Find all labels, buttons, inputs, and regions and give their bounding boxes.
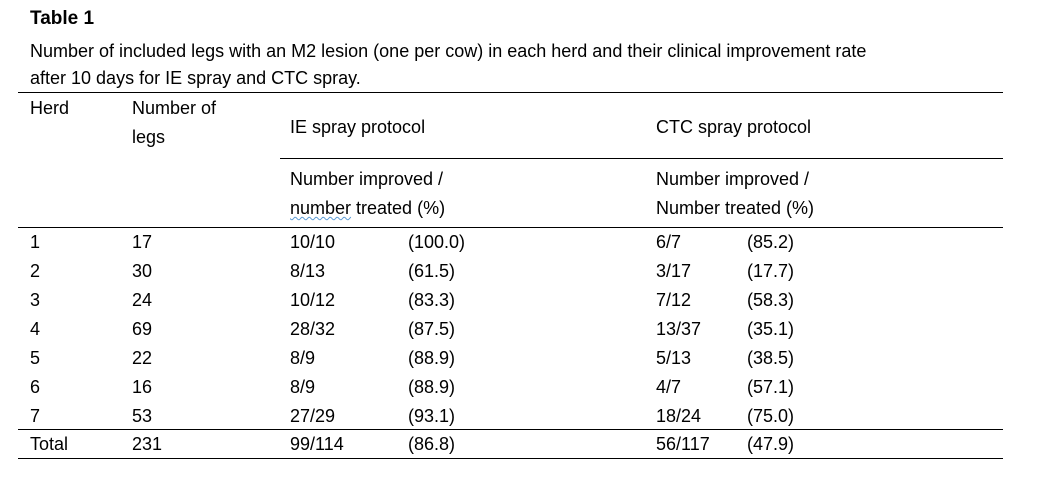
header-ie-sub-line2: number treated (%) (290, 197, 445, 219)
cell-ctc-ratio: 7/12 (656, 290, 692, 310)
cell-ctc-ratio: 4/7 (656, 377, 682, 397)
cell-ie-ratio: 10/12 (290, 290, 336, 310)
header-herd: Herd (30, 98, 70, 118)
cell-ctc-ratio: 5/13 (656, 348, 692, 368)
cell-ie-ratio: 10/10 (290, 232, 336, 252)
cell-legs: 24 (132, 290, 153, 310)
cell-ctc-pct: (58.3) (747, 290, 795, 310)
cell-ctc-pct: (38.5) (747, 348, 795, 368)
header-ctc-sub-line2: Number treated (%) (656, 198, 815, 218)
cell-herd: 7 (30, 406, 41, 426)
cell-herd: 2 (30, 261, 41, 281)
cell-ie-ratio: 8/13 (290, 261, 326, 281)
header-legs-line1: Number of (132, 98, 217, 118)
table-caption-line1: Number of included legs with an M2 lesio… (30, 41, 867, 61)
header-bottom-rule (18, 227, 1003, 228)
cell-ie-pct: (61.5) (408, 261, 456, 281)
cell-ctc-ratio: 18/24 (656, 406, 702, 426)
cell-ie-pct: (88.9) (408, 348, 456, 368)
cell-legs: 30 (132, 261, 153, 281)
header-ie-sub-line1: Number improved / (290, 169, 444, 189)
cell-herd: Total (30, 434, 69, 454)
table-caption-line2: after 10 days for IE spray and CTC spray… (30, 68, 361, 88)
cell-ctc-ratio: 3/17 (656, 261, 692, 281)
protocol-header-rule (280, 158, 1003, 159)
cell-ctc-pct: (75.0) (747, 406, 795, 426)
cell-legs: 22 (132, 348, 153, 368)
cell-ctc-pct: (35.1) (747, 319, 795, 339)
cell-ie-ratio: 8/9 (290, 348, 316, 368)
cell-ie-ratio: 28/32 (290, 319, 336, 339)
cell-ctc-pct: (57.1) (747, 377, 795, 397)
cell-ie-ratio: 99/114 (290, 434, 344, 454)
table-title: Table 1 (30, 8, 95, 29)
cell-ctc-ratio: 56/117 (656, 434, 710, 454)
cell-ie-ratio: 8/9 (290, 377, 316, 397)
cell-ctc-ratio: 13/37 (656, 319, 702, 339)
cell-legs: 69 (132, 319, 153, 339)
total-top-rule (18, 429, 1003, 430)
cell-herd: 6 (30, 377, 41, 397)
cell-legs: 231 (132, 434, 163, 454)
cell-ctc-ratio: 6/7 (656, 232, 682, 252)
header-legs-line2: legs (132, 127, 166, 147)
header-ie-sub-treated: treated (%) (351, 198, 446, 218)
header-ie-protocol: IE spray protocol (290, 117, 426, 137)
cell-ie-ratio: 27/29 (290, 406, 336, 426)
cell-ie-pct: (86.8) (408, 434, 456, 454)
cell-ctc-pct: (17.7) (747, 261, 795, 281)
cell-ctc-pct: (47.9) (747, 434, 795, 454)
cell-herd: 4 (30, 319, 41, 339)
cell-ie-pct: (100.0) (408, 232, 466, 252)
cell-legs: 53 (132, 406, 153, 426)
cell-herd: 3 (30, 290, 41, 310)
cell-ie-pct: (83.3) (408, 290, 456, 310)
cell-legs: 17 (132, 232, 153, 252)
header-ctc-protocol: CTC spray protocol (656, 117, 812, 137)
cell-ie-pct: (87.5) (408, 319, 456, 339)
header-ie-sub-number: number (290, 198, 352, 218)
cell-ie-pct: (88.9) (408, 377, 456, 397)
cell-herd: 5 (30, 348, 41, 368)
table-bottom-rule (18, 458, 1003, 459)
table-top-rule (18, 92, 1003, 93)
cell-ie-pct: (93.1) (408, 406, 456, 426)
cell-legs: 16 (132, 377, 153, 397)
header-ctc-sub-line1: Number improved / (656, 169, 810, 189)
cell-ctc-pct: (85.2) (747, 232, 795, 252)
cell-herd: 1 (30, 232, 41, 252)
